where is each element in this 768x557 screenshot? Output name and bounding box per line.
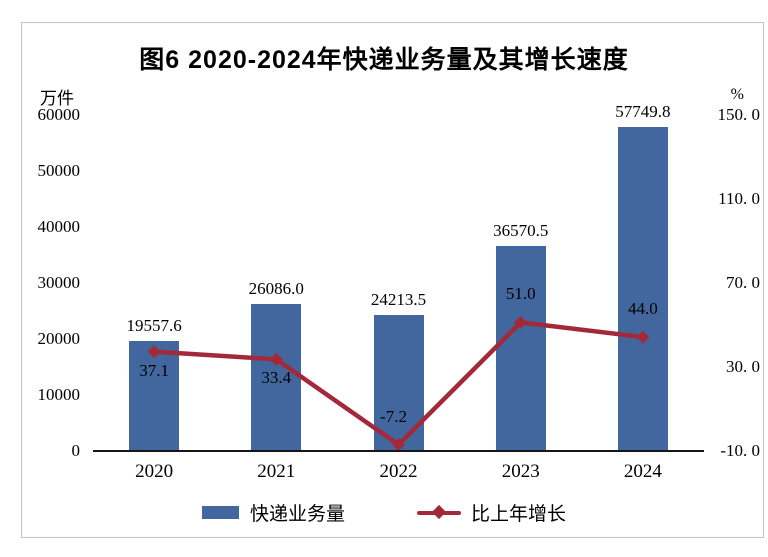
left-axis-unit: 万件 — [40, 89, 74, 108]
right-axis-tick-label: 150. 0 — [717, 104, 761, 124]
line-point-label: 51.0 — [505, 284, 536, 304]
left-axis-tick-label: 50000 — [37, 160, 81, 180]
x-axis-tick-label: 2020 — [135, 461, 174, 482]
right-axis-tick-label: 110. 0 — [718, 188, 760, 208]
x-axis-line — [93, 450, 704, 452]
line-swatch-diamond-icon — [431, 504, 447, 519]
left-axis-tick-label: 40000 — [37, 216, 81, 236]
left-axis-tick-label: 0 — [71, 440, 81, 460]
legend-item-bar-series: 快递业务量 — [201, 499, 345, 526]
bar-2020 — [129, 340, 180, 451]
x-axis-tick-label: 2022 — [379, 461, 418, 482]
bar-2024 — [617, 127, 668, 451]
line-point-label: 37.1 — [139, 360, 169, 380]
bar-value-label: 19557.6 — [126, 315, 182, 335]
line-series-swatch — [417, 504, 461, 519]
legend-item-line-series: 比上年增长 — [417, 499, 566, 526]
left-axis-tick-label: 10000 — [37, 384, 81, 404]
bar-value-label: 36570.5 — [493, 220, 549, 240]
bar-value-label: 57749.8 — [615, 102, 671, 122]
left-axis-tick-label: 60000 — [37, 104, 81, 124]
legend-label-bar-series: 快递业务量 — [249, 503, 345, 525]
line-point-label: 33.4 — [261, 368, 292, 388]
left-axis-tick-label: 30000 — [37, 272, 81, 292]
right-axis-tick-label: -10. 0 — [720, 440, 760, 460]
line-point-label: -7.2 — [380, 406, 407, 426]
right-axis-unit: % — [730, 86, 744, 103]
left-axis-tick-label: 20000 — [37, 328, 81, 348]
right-axis-tick-label: 70. 0 — [726, 272, 760, 292]
x-axis-tick-label: 2023 — [501, 461, 540, 482]
bar-2022 — [373, 314, 424, 451]
legend: 快递业务量 比上年增长 — [0, 497, 768, 527]
x-axis-tick-label: 2021 — [257, 461, 296, 482]
right-axis-tick-label: 30. 0 — [726, 356, 760, 376]
bar-value-label: 24213.5 — [370, 289, 427, 309]
bar-value-label: 26086.0 — [248, 279, 304, 299]
bar-2023 — [495, 245, 546, 451]
line-point-label: 44.0 — [628, 299, 658, 319]
chart-title: 图6 2020-2024年快递业务量及其增长速度 — [139, 46, 629, 74]
bar-series-swatch — [201, 505, 239, 519]
legend-label-line-series: 比上年增长 — [471, 503, 567, 525]
x-axis-tick-label: 2024 — [623, 461, 662, 482]
